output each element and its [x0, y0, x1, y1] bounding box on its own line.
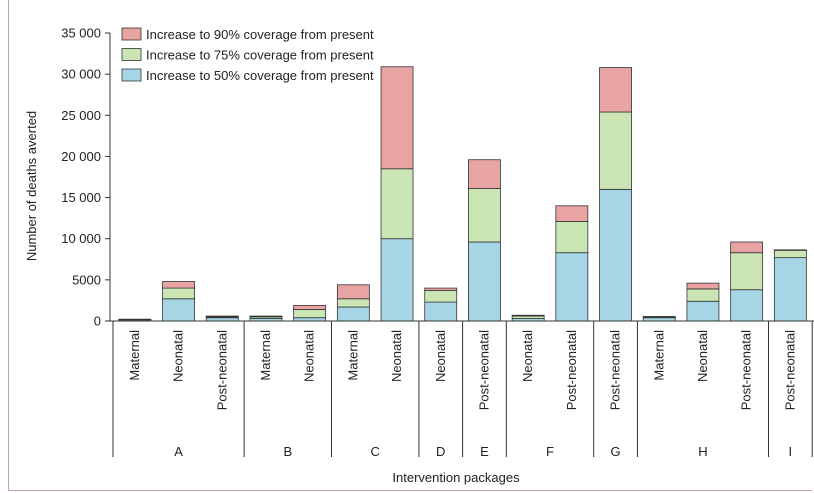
bar-segment: [599, 111, 632, 190]
bar-segment: [555, 205, 589, 222]
bar-segment: [468, 241, 501, 322]
group-label: D: [436, 444, 445, 459]
x-axis-label: Intervention packages: [392, 470, 520, 485]
bar-segment: [773, 257, 807, 322]
x-tick-label: Neonatal: [171, 330, 186, 382]
bar-segment: [380, 168, 414, 240]
group-label: I: [789, 444, 793, 459]
bar-segment: [162, 287, 195, 300]
bar-segment: [686, 288, 720, 302]
x-tick-label: Post-neonatal: [564, 330, 579, 410]
x-tick-label: Neonatal: [520, 330, 535, 382]
bar-segment: [162, 281, 195, 289]
bar-segment: [730, 241, 764, 254]
legend-swatch: [121, 68, 142, 82]
x-tick-label: Post-neonatal: [214, 330, 229, 410]
x-tick-label: Post-neonatal: [476, 330, 491, 410]
bar-segment: [293, 309, 327, 319]
y-tick-label: 20 000: [61, 149, 101, 164]
bar-segment: [336, 284, 370, 300]
bar-segment: [162, 298, 195, 322]
bar-segment: [336, 306, 370, 322]
y-tick-label: 5000: [72, 272, 101, 287]
legend-swatch: [121, 48, 142, 61]
bar-segment: [599, 188, 632, 322]
x-tick-label: Post-neonatal: [739, 330, 754, 410]
bar-segment: [424, 290, 458, 303]
bar-segment: [511, 314, 545, 317]
x-tick-label: Neonatal: [695, 330, 710, 382]
bar-segment: [336, 298, 370, 308]
group-label: C: [371, 444, 380, 459]
group-label: A: [174, 444, 183, 459]
y-tick-label: 25 000: [61, 108, 101, 123]
bar-segment: [686, 282, 720, 290]
legend-label: Increase to 90% coverage from present: [146, 27, 374, 42]
x-tick-label: Maternal: [258, 330, 273, 381]
figure-frame: [8, 0, 812, 491]
group-label: G: [610, 444, 620, 459]
bar-segment: [686, 300, 720, 322]
group-label: H: [698, 444, 707, 459]
bar-segment: [249, 315, 283, 318]
bar-segment: [424, 287, 458, 291]
bar-segment: [380, 66, 414, 170]
x-tick-label: Neonatal: [389, 330, 404, 382]
y-tick-label: 30 000: [61, 67, 101, 82]
y-axis-label: Number of deaths averted: [24, 111, 39, 261]
bar-segment: [773, 249, 807, 251]
y-tick-label: 35 000: [61, 26, 101, 41]
y-tick-label: 15 000: [61, 190, 101, 205]
bar-segment: [730, 252, 764, 291]
legend-swatch: [121, 27, 142, 41]
bar-segment: [773, 249, 807, 259]
y-tick-label: 10 000: [61, 231, 101, 246]
bar-segment: [555, 252, 589, 322]
bar-segment: [468, 188, 501, 243]
x-tick-label: Maternal: [345, 330, 360, 381]
legend-label: Increase to 75% coverage from present: [146, 48, 374, 63]
group-label: F: [546, 444, 554, 459]
bar-segment: [205, 315, 239, 318]
bar-segment: [380, 238, 414, 322]
x-tick-label: Post-neonatal: [608, 330, 623, 410]
x-tick-label: Maternal: [127, 330, 142, 381]
x-tick-label: Neonatal: [433, 330, 448, 382]
bar-segment: [118, 318, 152, 321]
bar-segment: [468, 159, 501, 189]
x-tick-label: Post-neonatal: [782, 330, 797, 410]
bar-segment: [424, 301, 458, 322]
y-tick-label: 0: [94, 314, 101, 329]
x-tick-label: Neonatal: [302, 330, 317, 382]
bar-segment: [642, 316, 676, 318]
legend-label: Increase to 50% coverage from present: [146, 68, 374, 83]
group-label: E: [480, 444, 489, 459]
bar-segment: [730, 289, 764, 322]
bar-segment: [293, 304, 327, 310]
group-label: B: [283, 444, 292, 459]
bar-segment: [599, 67, 632, 113]
bar-segment: [555, 221, 589, 254]
x-tick-label: Maternal: [651, 330, 666, 381]
